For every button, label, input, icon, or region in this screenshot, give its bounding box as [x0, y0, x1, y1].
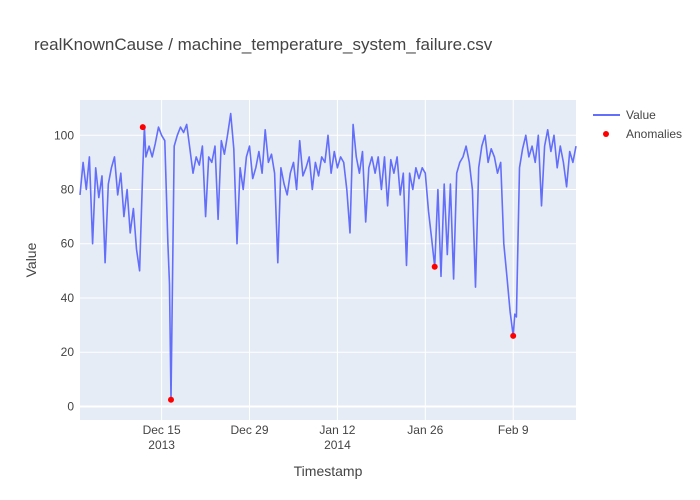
y-tick-label: 20	[61, 345, 75, 359]
anomaly-point[interactable]	[139, 124, 146, 131]
x-tick-label: Dec 15	[143, 423, 181, 437]
value-series-line	[79, 112, 577, 401]
anomaly-point[interactable]	[431, 263, 438, 270]
y-axis-title: Value	[23, 242, 39, 277]
x-tick-label: Feb 9	[498, 423, 529, 437]
legend-anomalies-swatch	[603, 131, 609, 137]
x-tick-sublabel: 2014	[324, 438, 351, 452]
series-layer	[79, 112, 577, 403]
anomaly-point[interactable]	[510, 332, 517, 339]
anomaly-point[interactable]	[168, 396, 174, 403]
y-tick-label: 60	[61, 237, 75, 251]
y-tick-label: 80	[61, 182, 75, 196]
legend[interactable]: Value Anomalies	[593, 108, 682, 141]
x-tick-label: Jan 12	[319, 423, 355, 437]
x-tick-label: Jan 26	[407, 423, 443, 437]
y-tick-label: 40	[61, 291, 75, 305]
grid-lines	[80, 100, 576, 420]
chart-title: realKnownCause / machine_temperature_sys…	[34, 35, 493, 54]
x-tick-label: Dec 29	[231, 423, 269, 437]
legend-anomalies-label[interactable]: Anomalies	[626, 127, 682, 141]
x-axis-title: Timestamp	[294, 463, 363, 479]
y-tick-label: 100	[54, 128, 74, 142]
y-tick-label: 0	[67, 399, 74, 413]
legend-value-label[interactable]: Value	[626, 108, 656, 122]
x-tick-sublabel: 2013	[148, 438, 175, 452]
